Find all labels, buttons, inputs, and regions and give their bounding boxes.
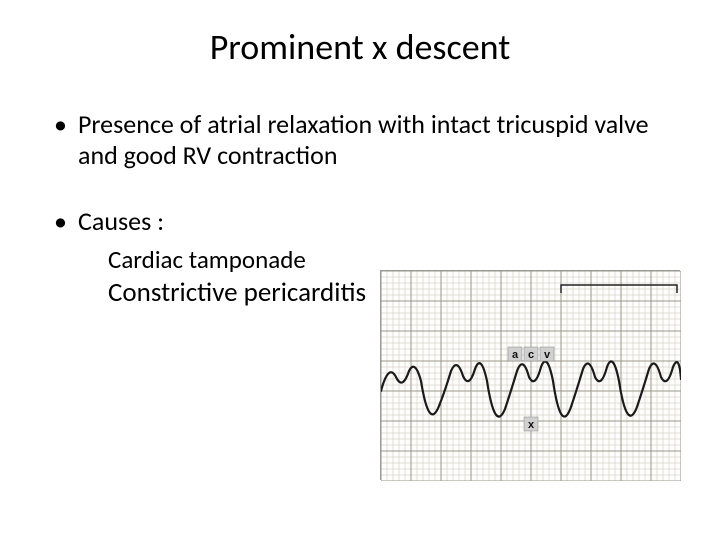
svg-text:a: a [512, 349, 519, 361]
svg-text:x: x [528, 419, 535, 431]
svg-text:v: v [544, 349, 551, 361]
waveform-svg: acv x [381, 271, 681, 481]
jvp-waveform-chart: acv x [380, 270, 680, 480]
bullet-item-1: Presence of atrial relaxation with intac… [50, 109, 670, 171]
bullet-item-2-text: Causes : [78, 205, 164, 237]
slide: Prominent x descent Presence of atrial r… [0, 0, 720, 540]
svg-text:c: c [528, 349, 534, 361]
slide-title: Prominent x descent [50, 25, 670, 69]
